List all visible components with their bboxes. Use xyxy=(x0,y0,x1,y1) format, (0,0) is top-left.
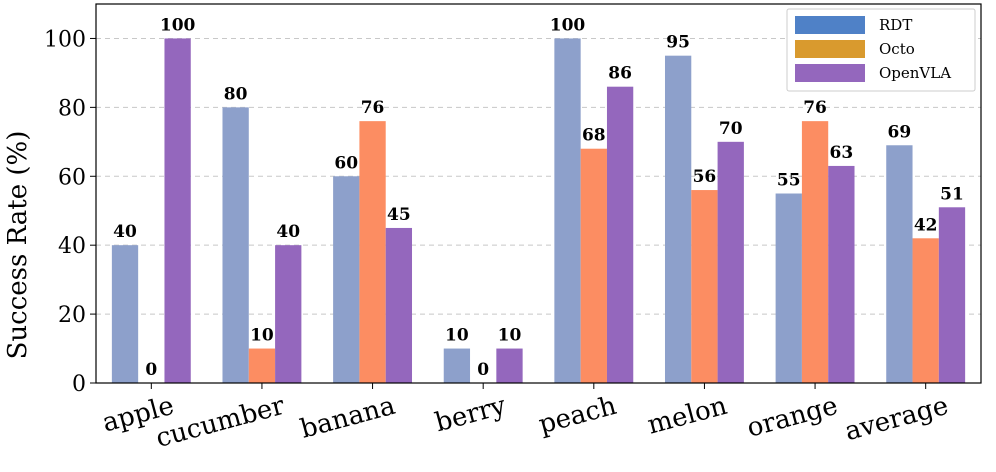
bar-rdt-melon xyxy=(664,55,692,383)
bar-rdt-berry xyxy=(443,348,471,383)
bar-openvla-berry xyxy=(496,348,523,383)
data-label-openvla-peach: 86 xyxy=(608,64,632,84)
bar-octo-banana xyxy=(359,121,386,384)
bar-octo-average xyxy=(912,238,939,383)
data-label-openvla-average: 51 xyxy=(940,184,964,204)
data-label-openvla-berry: 10 xyxy=(498,326,522,346)
bar-openvla-melon xyxy=(717,141,744,383)
x-tick-label-berry: berry xyxy=(432,391,509,439)
legend: RDT Octo OpenVLA xyxy=(786,8,976,92)
data-label-openvla-cucumber: 40 xyxy=(276,222,300,242)
y-axis-title: Success Rate (%) xyxy=(3,131,33,360)
y-tick-label: 0 xyxy=(72,372,86,397)
data-label-rdt-cucumber: 80 xyxy=(224,84,248,104)
bar-openvla-banana xyxy=(385,227,413,383)
bar-openvla-orange xyxy=(828,165,855,383)
x-tick-label-cucumber: cucumber xyxy=(153,391,289,454)
y-tick-label: 40 xyxy=(58,234,86,259)
x-tick-label-orange: orange xyxy=(744,391,841,444)
legend-label-openvla: OpenVLA xyxy=(879,64,951,82)
y-axis: 0 20 40 60 80 100 xyxy=(44,27,96,397)
bar-openvla-cucumber xyxy=(275,245,302,383)
data-label-rdt-average: 69 xyxy=(888,122,912,142)
y-tick-label: 100 xyxy=(44,27,86,52)
bar-octo-orange xyxy=(801,121,829,384)
legend-swatch-octo xyxy=(795,40,865,58)
y-tick-label: 60 xyxy=(58,165,86,190)
data-label-octo-cucumber: 10 xyxy=(250,326,274,346)
bar-openvla-peach xyxy=(606,86,634,383)
data-label-octo-banana: 76 xyxy=(361,98,385,118)
data-label-openvla-apple: 100 xyxy=(160,15,196,35)
data-label-octo-berry: 0 xyxy=(477,360,489,380)
bar-openvla-apple xyxy=(164,38,191,384)
data-label-openvla-banana: 45 xyxy=(387,205,411,225)
y-tick-label: 20 xyxy=(58,303,86,328)
data-label-rdt-peach: 100 xyxy=(550,15,586,35)
data-label-openvla-melon: 70 xyxy=(719,119,743,139)
bar-rdt-banana xyxy=(333,176,360,383)
data-label-octo-peach: 68 xyxy=(582,126,606,146)
x-tick-label-banana: banana xyxy=(297,391,398,445)
legend-label-octo: Octo xyxy=(879,40,915,58)
data-labels: 4001008010406076451001010068869556705576… xyxy=(113,15,964,380)
data-label-octo-melon: 56 xyxy=(693,167,717,187)
plot-frame xyxy=(95,3,982,384)
data-label-rdt-orange: 55 xyxy=(777,171,801,191)
legend-swatch-rdt xyxy=(795,16,865,34)
bar-openvla-average xyxy=(938,207,966,383)
bar-octo-peach xyxy=(580,148,607,383)
data-label-octo-average: 42 xyxy=(914,215,938,235)
bar-octo-melon xyxy=(691,190,718,383)
bar-rdt-orange xyxy=(775,193,802,383)
data-label-rdt-melon: 95 xyxy=(666,33,690,53)
x-tick-label-melon: melon xyxy=(644,391,730,441)
data-label-rdt-apple: 40 xyxy=(113,222,137,242)
data-label-rdt-banana: 60 xyxy=(334,153,358,173)
bar-rdt-apple xyxy=(111,245,139,383)
data-label-rdt-berry: 10 xyxy=(445,326,469,346)
y-tick-label: 80 xyxy=(58,96,86,121)
data-label-octo-orange: 76 xyxy=(803,98,827,118)
x-tick-label-average: average xyxy=(842,391,952,447)
bar-rdt-peach xyxy=(554,38,581,384)
bar-octo-cucumber xyxy=(248,348,276,383)
x-tick-label-peach: peach xyxy=(536,391,620,440)
legend-label-rdt: RDT xyxy=(879,16,912,34)
data-label-octo-apple: 0 xyxy=(145,360,157,380)
bars xyxy=(111,38,966,384)
legend-swatch-openvla xyxy=(795,64,865,82)
bar-rdt-average xyxy=(886,145,913,383)
data-label-openvla-orange: 63 xyxy=(830,143,854,163)
bar-rdt-cucumber xyxy=(222,107,249,383)
